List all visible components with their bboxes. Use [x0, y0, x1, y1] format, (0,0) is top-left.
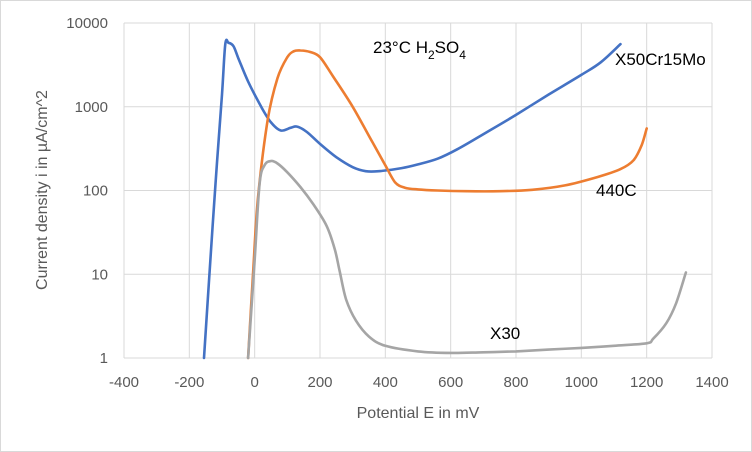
y-tick-label: 10000 [66, 15, 108, 32]
x-tick-label: 1400 [695, 374, 728, 391]
y-tick-label: 100 [83, 183, 108, 200]
series-line-440c [246, 49, 648, 360]
y-tick-label: 1000 [75, 99, 108, 116]
x-tick-label: 0 [250, 374, 258, 391]
x-tick-label: 800 [503, 374, 528, 391]
series-label-440c: 440C [596, 181, 637, 200]
annotation-conditions: 23°C H2SO4 [373, 38, 466, 62]
x-tick-label: 200 [307, 374, 332, 391]
series-line-x30 [246, 159, 688, 360]
y-axis-title: Current density i in µA/cm^2 [34, 90, 51, 290]
x-axis-title: Potential E in mV [357, 405, 480, 422]
series-label-x30: X30 [490, 324, 520, 343]
y-tick-label: 10 [91, 266, 108, 283]
series-layer [202, 38, 688, 360]
x-tick-label: 1000 [565, 374, 598, 391]
x-tick-label: 600 [438, 374, 463, 391]
series-line-x50cr15mo [202, 38, 622, 360]
x-tick-label: -200 [174, 374, 204, 391]
series-label-x50cr15mo: X50Cr15Mo [615, 50, 706, 69]
x-tick-label: -400 [109, 374, 139, 391]
y-tick-label: 1 [100, 350, 108, 367]
x-tick-label: 400 [373, 374, 398, 391]
x-tick-label: 1200 [630, 374, 663, 391]
tick-labels: -400 -200 0 200 400 600 800 1000 1200 1400 1 10 100 1… [66, 15, 728, 391]
